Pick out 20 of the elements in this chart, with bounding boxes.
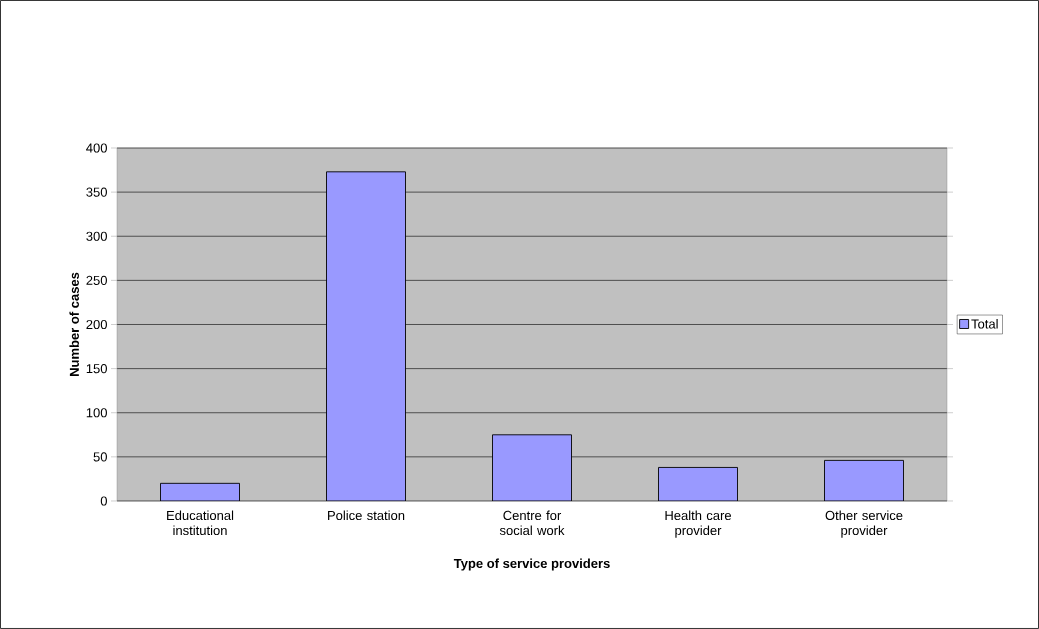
y-tick-label: 200: [86, 319, 107, 330]
y-tick-label: 400: [86, 143, 107, 153]
legend-label: Total: [971, 319, 998, 329]
x-tick-label: Health care provider: [665, 510, 732, 538]
y-tick-label: 50: [93, 452, 107, 462]
bar: [658, 467, 738, 501]
y-tick-label: 350: [86, 187, 107, 197]
y-axis-title: Number of cases: [69, 272, 79, 376]
x-tick-label: Police station: [328, 510, 405, 521]
y-tick-label: 300: [86, 231, 107, 241]
y-tick-label: 100: [86, 408, 107, 418]
x-tick-label: Other service provider: [825, 510, 903, 538]
y-tick-label: 0: [100, 496, 107, 506]
x-tick-label: Educational institution: [167, 510, 234, 536]
bar: [160, 482, 240, 501]
y-tick-label: 250: [86, 275, 107, 285]
x-tick-label: Centre for social work: [499, 510, 565, 536]
bar: [824, 459, 904, 501]
x-axis-title: Type of service providers: [453, 558, 610, 571]
y-tick-label: 150: [86, 364, 107, 374]
